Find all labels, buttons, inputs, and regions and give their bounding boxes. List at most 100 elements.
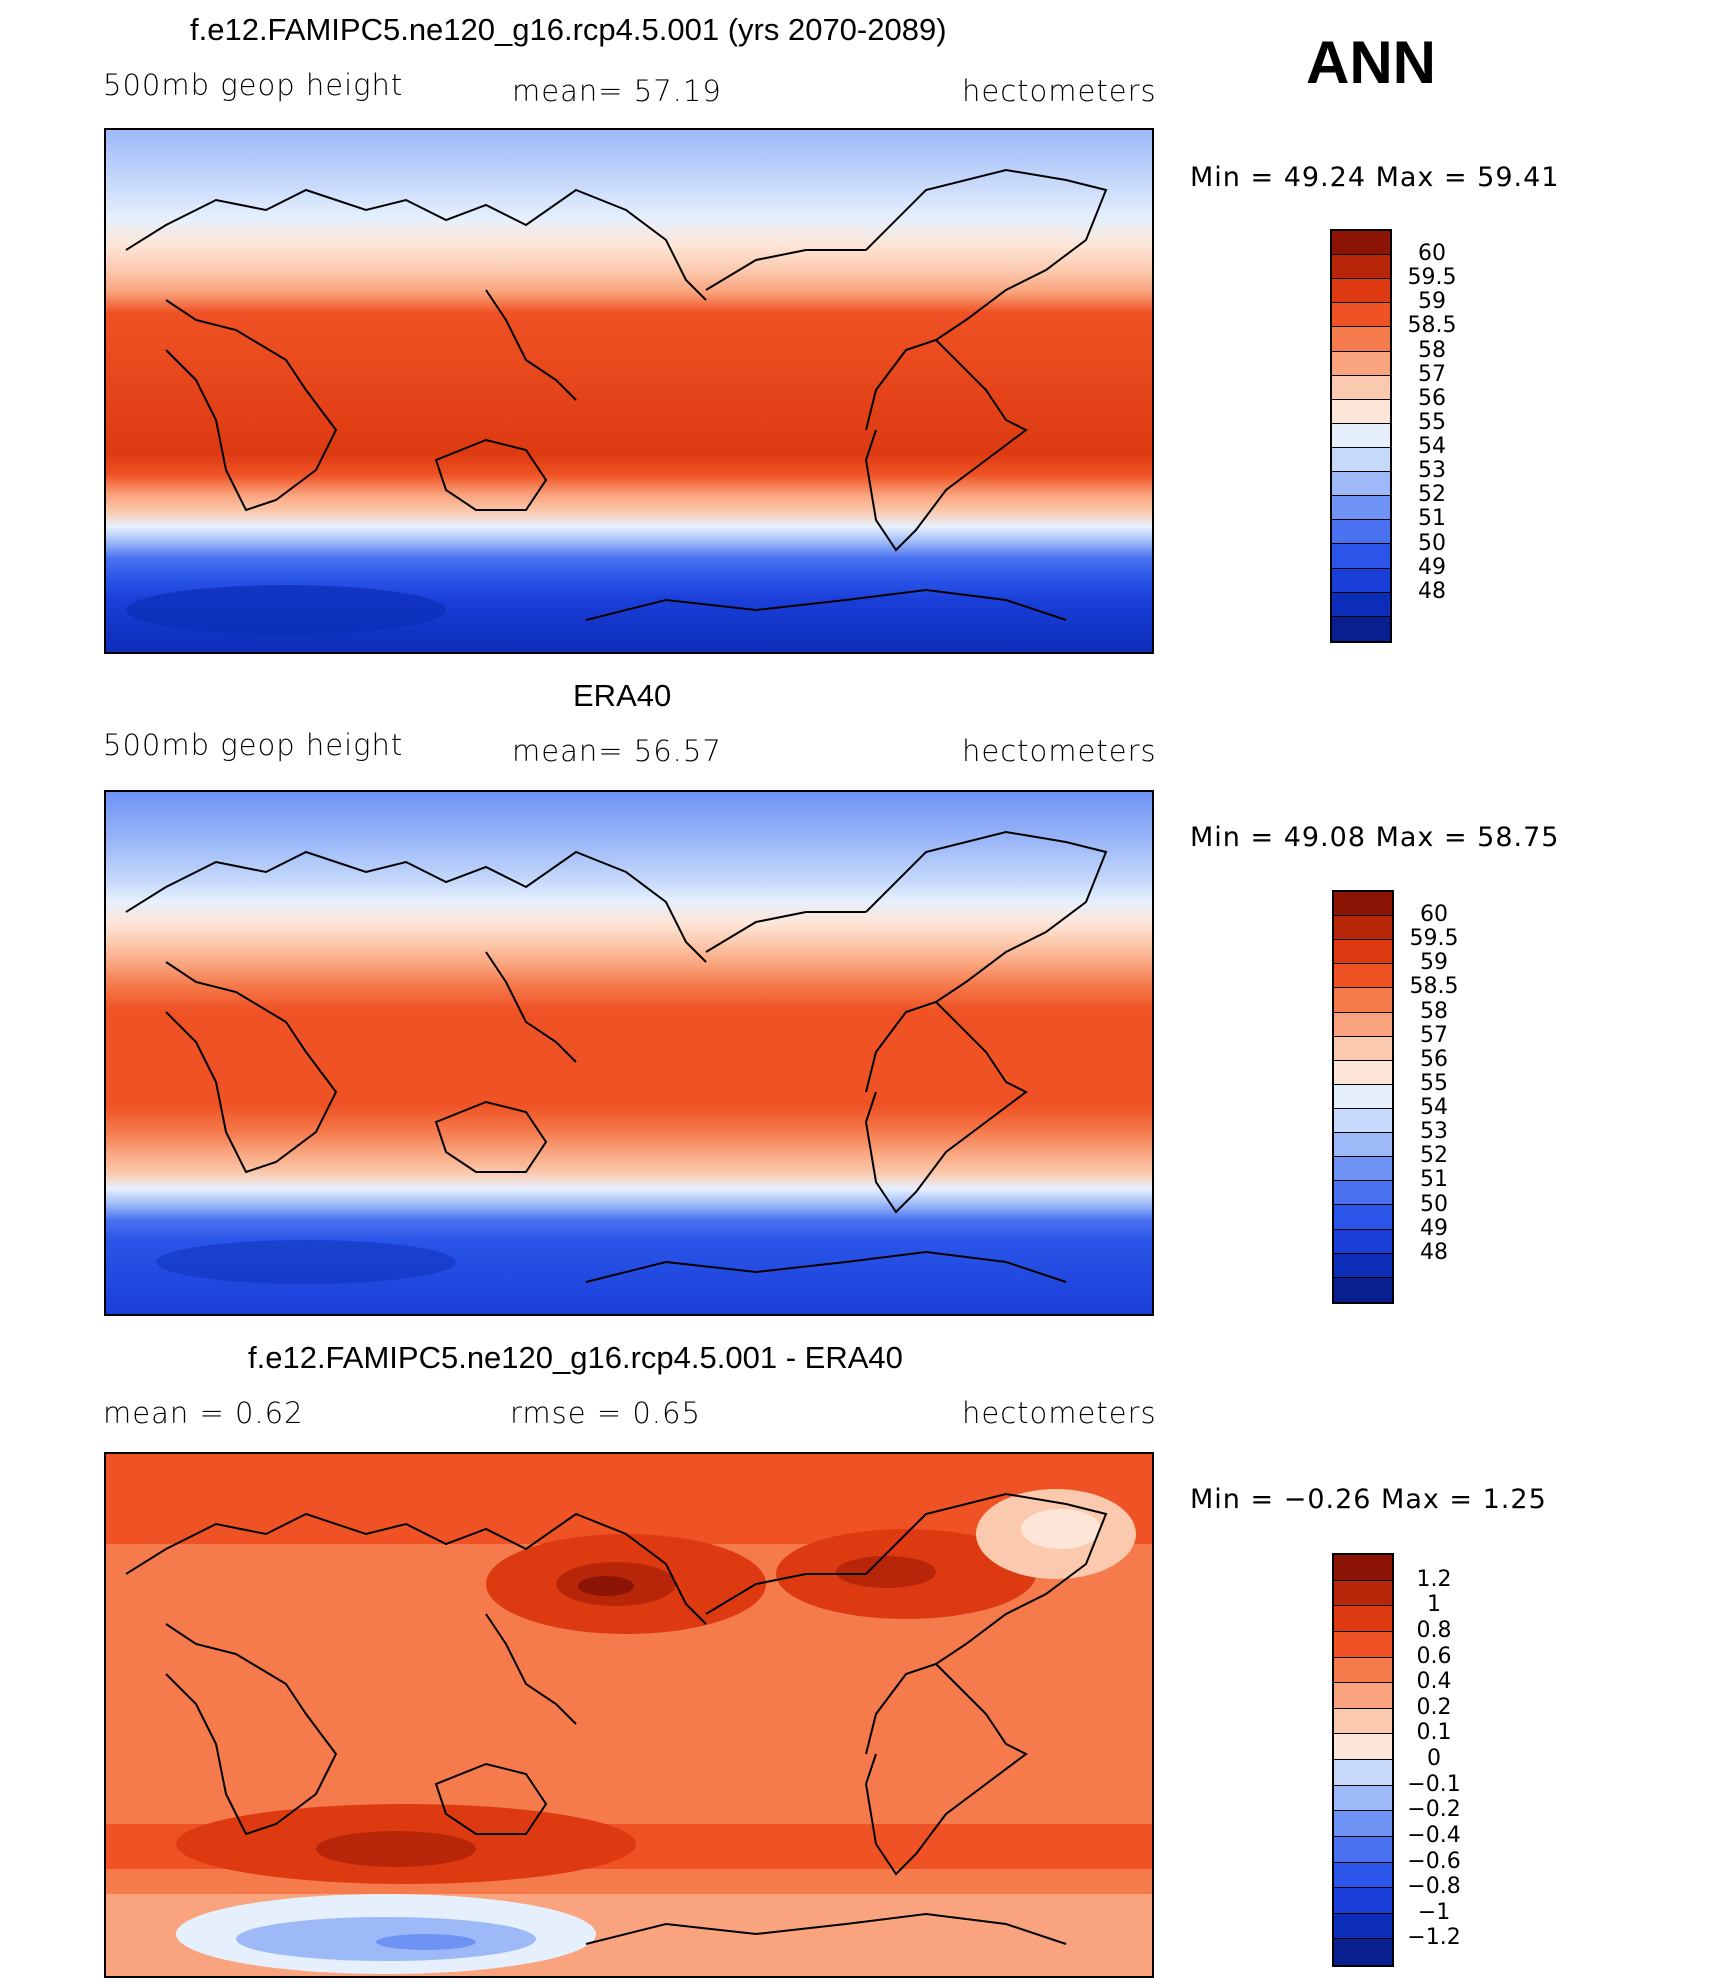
colorbar-swatch — [1334, 1205, 1392, 1230]
colorbar-label: 49 — [1418, 554, 1446, 580]
colorbar-label: 58 — [1418, 337, 1446, 363]
panel-3-units: hectometers — [962, 1396, 1157, 1430]
panel-2-map-svg — [106, 792, 1152, 1314]
panel-3-rmse: rmse = 0.65 — [510, 1396, 701, 1430]
colorbar-swatch — [1332, 568, 1390, 593]
colorbar-label: 57 — [1420, 1022, 1448, 1048]
colorbar-label: 53 — [1418, 458, 1446, 484]
colorbar-label: −0.6 — [1407, 1848, 1461, 1874]
colorbar-swatch — [1334, 988, 1392, 1013]
coastlines — [125, 168, 1108, 621]
colorbar-swatch — [1334, 1580, 1392, 1607]
panel-3-minmax: Min = −0.26 Max = 1.25 — [1190, 1484, 1547, 1515]
colorbar-label: 0.8 — [1416, 1617, 1452, 1643]
colorbar-label: 56 — [1418, 385, 1446, 411]
colorbar-swatch — [1334, 1683, 1392, 1709]
colorbar-label: 0.1 — [1416, 1720, 1452, 1746]
colorbar-label: 52 — [1418, 482, 1446, 508]
colorbar-swatch — [1334, 1253, 1392, 1278]
colorbar-swatch — [1334, 1277, 1392, 1302]
colorbar-label: 0.2 — [1416, 1694, 1452, 1720]
panel-3-title: f.e12.FAMIPC5.ne120_g16.rcp4.5.001 - ERA… — [248, 1340, 903, 1375]
colorbar-label: 48 — [1418, 578, 1446, 604]
coastlines — [125, 1492, 1108, 1945]
colorbar-label: −0.8 — [1407, 1874, 1461, 1900]
panel-1-mean: mean= 57.19 — [512, 74, 722, 108]
colorbar-swatch — [1334, 1060, 1392, 1085]
panel-1-units: hectometers — [962, 74, 1157, 108]
colorbar-label: 58.5 — [1407, 313, 1457, 339]
colorbar-swatch — [1334, 1939, 1392, 1965]
colorbar-label: 58 — [1420, 998, 1448, 1024]
colorbar-swatch — [1332, 616, 1390, 641]
panel-1-title: f.e12.FAMIPC5.ne120_g16.rcp4.5.001 (yrs … — [190, 12, 947, 47]
colorbar-label: 58.5 — [1409, 974, 1459, 1000]
colorbar-label: 1 — [1427, 1592, 1441, 1618]
colorbar-label: 57 — [1418, 361, 1446, 387]
colorbar-swatch — [1332, 327, 1390, 352]
colorbar-label: 59.5 — [1409, 926, 1459, 952]
colorbar-label: 49 — [1420, 1215, 1448, 1241]
colorbar-label: 52 — [1420, 1143, 1448, 1169]
colorbar-label: 54 — [1418, 434, 1446, 460]
colorbar-swatch — [1332, 496, 1390, 521]
panel-1-colorbar — [1330, 229, 1392, 643]
colorbar-label: 59 — [1420, 950, 1448, 976]
colorbar-swatch — [1334, 964, 1392, 989]
colorbar-swatch — [1332, 447, 1390, 473]
colorbar-swatch — [1332, 520, 1390, 545]
colorbar-swatch — [1334, 1836, 1392, 1863]
colorbar-label: −0.2 — [1407, 1797, 1461, 1823]
colorbar-swatch — [1334, 892, 1392, 917]
colorbar-swatch — [1334, 1862, 1392, 1889]
colorbar-label: −1.2 — [1407, 1925, 1461, 1951]
colorbar-swatch — [1332, 279, 1390, 304]
colorbar-swatch — [1332, 423, 1390, 448]
colorbar-label: 55 — [1420, 1070, 1448, 1096]
panel-1-minmax: Min = 49.24 Max = 59.41 — [1190, 162, 1560, 193]
panel-1-variable: 500mb geop height — [103, 68, 404, 102]
colorbar-label: 0.4 — [1416, 1669, 1452, 1695]
colorbar-swatch — [1334, 1157, 1392, 1182]
colorbar-swatch — [1332, 544, 1390, 569]
panel-2-mean: mean= 56.57 — [512, 734, 722, 768]
colorbar-label: 59.5 — [1407, 265, 1457, 291]
colorbar-label: 48 — [1420, 1239, 1448, 1265]
colorbar-swatch — [1334, 1229, 1392, 1254]
colorbar-swatch — [1332, 399, 1390, 424]
colorbar-swatch — [1334, 1555, 1392, 1581]
colorbar-swatch — [1334, 1888, 1392, 1914]
season-label: ANN — [1306, 29, 1436, 96]
colorbar-swatch — [1334, 1133, 1392, 1158]
colorbar-swatch — [1332, 351, 1390, 376]
colorbar-swatch — [1334, 1708, 1392, 1735]
colorbar-swatch — [1332, 255, 1390, 280]
colorbar-swatch — [1334, 1181, 1392, 1206]
panel-3-map — [104, 1452, 1154, 1978]
colorbar-swatch — [1334, 1811, 1392, 1837]
colorbar-label: −1 — [1417, 1899, 1451, 1925]
colorbar-swatch — [1334, 916, 1392, 941]
colorbar-swatch — [1332, 592, 1390, 617]
colorbar-swatch — [1332, 231, 1390, 256]
panel-3-mean: mean = 0.62 — [103, 1396, 304, 1430]
colorbar-label: 51 — [1418, 506, 1446, 532]
colorbar-swatch — [1334, 1606, 1392, 1632]
colorbar-label: 51 — [1420, 1167, 1448, 1193]
colorbar-swatch — [1334, 1785, 1392, 1812]
panel-2-variable: 500mb geop height — [103, 728, 404, 762]
colorbar-swatch — [1334, 1036, 1392, 1061]
colorbar-label: 1.2 — [1416, 1566, 1452, 1592]
colorbar-label: 56 — [1420, 1046, 1448, 1072]
panel-2-colorbar — [1332, 890, 1394, 1304]
panel-2-minmax: Min = 49.08 Max = 58.75 — [1190, 822, 1560, 853]
panel-2-map — [104, 790, 1154, 1316]
colorbar-label: 50 — [1420, 1191, 1448, 1217]
colorbar-swatch — [1334, 1631, 1392, 1658]
panel-2-units: hectometers — [962, 734, 1157, 768]
panel-1-map — [104, 128, 1154, 654]
colorbar-swatch — [1332, 472, 1390, 497]
colorbar-label: 60 — [1418, 241, 1446, 267]
colorbar-swatch — [1334, 1760, 1392, 1786]
colorbar-label: 54 — [1420, 1095, 1448, 1121]
